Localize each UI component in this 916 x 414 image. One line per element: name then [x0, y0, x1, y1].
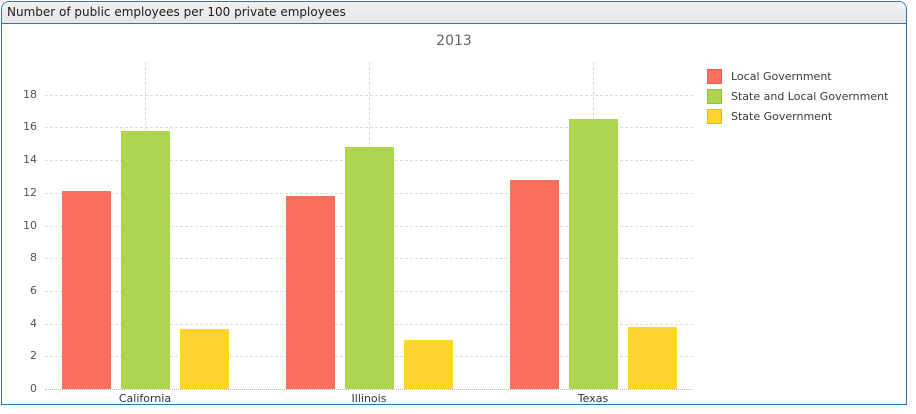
bar-state-and-local-government-illinois: [344, 147, 394, 389]
panel-title: Number of public employees per 100 priva…: [7, 5, 346, 19]
y-tick-label: 0: [30, 382, 37, 395]
bar-state-and-local-government-texas: [568, 119, 618, 389]
x-category-label: California: [118, 392, 172, 405]
legend-item: State Government: [707, 106, 888, 126]
bar-state-and-local-government-california: [120, 130, 170, 389]
y-tick-label: 10: [23, 218, 37, 232]
legend-swatch-icon: [707, 88, 722, 104]
legend-item-label: State Government: [731, 109, 833, 123]
y-tick-label: 18: [23, 87, 37, 101]
x-category-label: Texas: [577, 392, 609, 405]
y-tick-label: 16: [23, 120, 37, 134]
legend-item: Local Government: [707, 66, 888, 86]
bar-state-government-texas: [627, 326, 677, 389]
chart-title: 2013: [436, 33, 472, 49]
y-tick-label: 8: [30, 251, 37, 265]
bar-local-government-texas: [509, 179, 559, 389]
y-tick-label: 4: [30, 316, 37, 330]
bar-local-government-illinois: [285, 196, 335, 389]
bar-state-government-california: [179, 328, 229, 389]
legend-swatch-icon: [707, 108, 722, 124]
legend-item-label: State and Local Government: [731, 89, 889, 103]
y-tick-label: 2: [30, 349, 37, 363]
y-tick-label: 14: [23, 153, 37, 167]
y-tick-label: 6: [30, 283, 37, 297]
bar-local-government-california: [61, 191, 111, 389]
legend-swatch-icon: [707, 68, 722, 84]
legend-item-label: Local Government: [731, 69, 832, 83]
panel-header: Number of public employees per 100 priva…: [2, 2, 906, 24]
legend-item: State and Local Government: [707, 86, 888, 106]
x-category-label: Illinois: [351, 392, 387, 405]
plot-area: 0 2 4 6 8 10 12 14 16 18 California Illinois Texas: [23, 62, 693, 405]
bar-state-government-illinois: [403, 339, 453, 389]
chart-panel: Number of public employees per 100 priva…: [1, 1, 907, 405]
legend: Local Government State and Local Governme…: [707, 66, 888, 126]
y-tick-label: 12: [23, 185, 37, 199]
